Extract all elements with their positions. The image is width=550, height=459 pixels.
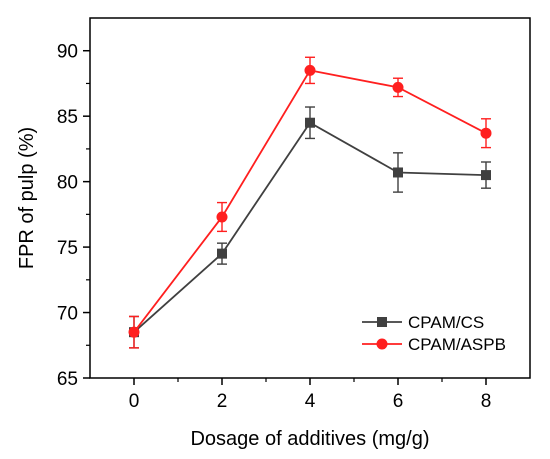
x-axis: 0 2 4 6 8	[129, 378, 492, 412]
legend-label: CPAM/CS	[408, 313, 484, 332]
y-tick-label: 90	[57, 42, 78, 63]
legend: CPAM/CS CPAM/ASPB	[362, 313, 506, 354]
x-tick-label: 4	[305, 391, 316, 412]
data-point	[305, 117, 315, 128]
data-point	[216, 211, 228, 223]
series-cpam-aspb	[128, 56, 492, 349]
x-axis-label: Dosage of additives (mg/g)	[190, 428, 429, 450]
data-point	[217, 248, 227, 259]
y-axis: 65 70 75 80 85 90	[57, 42, 90, 390]
y-axis-label: FPR of pulp (%)	[16, 127, 38, 269]
data-point	[480, 127, 492, 139]
data-point	[128, 326, 140, 338]
legend-label: CPAM/ASPB	[408, 335, 506, 354]
x-tick-label: 2	[217, 391, 228, 412]
y-tick-label: 70	[57, 304, 78, 325]
data-point	[393, 167, 403, 178]
y-tick-label: 80	[57, 173, 78, 194]
y-tick-label: 65	[57, 369, 78, 390]
y-tick-label: 85	[57, 107, 78, 128]
legend-marker	[376, 338, 388, 350]
series-layer	[128, 56, 492, 349]
x-tick-label: 8	[481, 391, 492, 412]
y-tick-label: 75	[57, 238, 78, 259]
legend-item: CPAM/CS	[362, 313, 484, 332]
legend-marker	[377, 317, 387, 327]
data-point	[304, 64, 316, 76]
legend-item: CPAM/ASPB	[362, 335, 506, 354]
series-line	[133, 121, 487, 333]
x-tick-label: 0	[129, 391, 140, 412]
series-cpam-cs	[129, 106, 491, 349]
x-tick-label: 6	[393, 391, 404, 412]
data-point	[392, 81, 404, 93]
data-point	[481, 170, 491, 181]
